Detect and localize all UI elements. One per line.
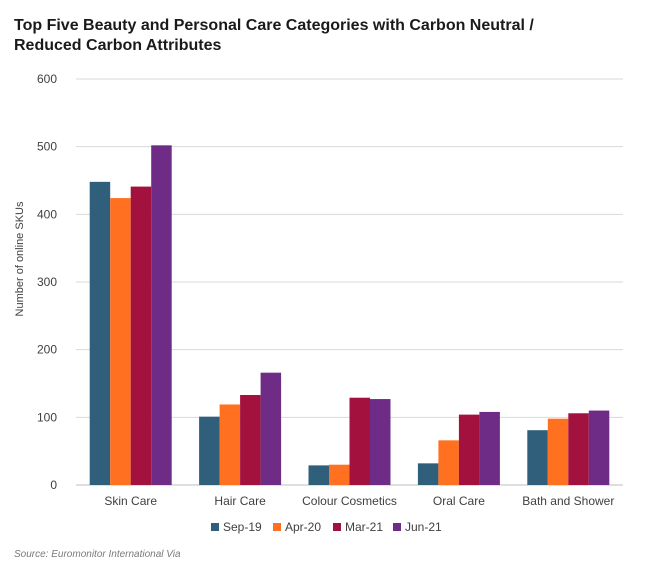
legend-label: Jun-21: [405, 520, 442, 534]
bar-mar-21-colour-cosmetics: [349, 397, 370, 485]
y-tick-label: 500: [37, 140, 57, 154]
bar-sep-19-colour-cosmetics: [308, 465, 329, 485]
bar-jun-21-bath-and-shower: [588, 410, 610, 485]
y-tick-label: 300: [37, 275, 57, 289]
bar-jun-21-colour-cosmetics: [370, 399, 391, 485]
bar-mar-21-hair-care: [240, 395, 261, 485]
bar-jun-21-hair-care: [260, 372, 282, 485]
bar-mar-21-bath-and-shower: [568, 413, 589, 485]
x-tick-label: Skin Care: [104, 494, 157, 508]
bar-sep-19-oral-care: [417, 463, 439, 485]
bar-apr-20-hair-care: [219, 404, 241, 485]
y-axis-ticks: 0 100 200 300 400 500 600: [37, 72, 57, 492]
y-axis-title: Number of online SKUs: [14, 201, 26, 316]
bar-apr-20-colour-cosmetics: [329, 464, 350, 485]
bar-apr-20-skin-care: [110, 198, 131, 486]
legend-label: Apr-20: [285, 520, 321, 534]
source-note: Source: Euromonitor International Via: [14, 549, 181, 560]
x-axis-ticks: Skin Care Hair Care Colour Cosmetics Oral C…: [104, 494, 614, 508]
x-tick-label: Oral Care: [433, 494, 485, 508]
bar-mar-21-skin-care: [130, 186, 152, 485]
bar-mar-21-oral-care: [458, 414, 480, 485]
bars: [89, 145, 610, 486]
bar-apr-20-bath-and-shower: [547, 418, 569, 485]
legend-label: Sep-19: [223, 520, 262, 534]
legend-swatch-jun-21: [393, 523, 401, 531]
bar-sep-19-hair-care: [199, 416, 220, 485]
x-tick-label: Colour Cosmetics: [302, 494, 397, 508]
legend-label: Mar-21: [345, 520, 383, 534]
bar-jun-21-oral-care: [479, 411, 500, 485]
bar-sep-19-bath-and-shower: [527, 430, 548, 485]
y-tick-label: 100: [37, 410, 57, 424]
legend-swatch-apr-20: [273, 523, 281, 531]
x-tick-label: Bath and Shower: [522, 494, 614, 508]
y-tick-label: 600: [37, 72, 57, 86]
y-tick-label: 0: [50, 478, 57, 492]
y-tick-label: 400: [37, 207, 57, 221]
bar-apr-20-oral-care: [438, 440, 459, 485]
legend-swatch-sep-19: [211, 523, 219, 531]
bar-jun-21-skin-care: [151, 145, 172, 485]
chart-title: Top Five Beauty and Personal Care Catego…: [14, 17, 534, 54]
bar-sep-19-skin-care: [89, 181, 111, 485]
y-tick-label: 200: [37, 343, 57, 357]
x-tick-label: Hair Care: [214, 494, 266, 508]
legend-swatch-mar-21: [333, 523, 341, 531]
legend: Sep-19 Apr-20 Mar-21 Jun-21: [211, 520, 442, 534]
